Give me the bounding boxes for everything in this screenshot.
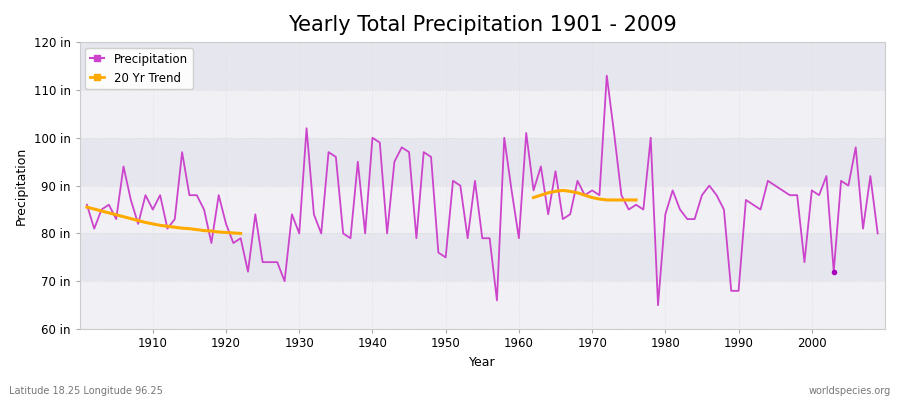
Precipitation (140, 193, 151, 198)
Precipitation (872, 231, 883, 236)
20 Yr Trend (155, 223, 166, 228)
Precipitation (652, 303, 663, 308)
Y-axis label: Precipitation: Precipitation (15, 146, 28, 225)
20 Yr Trend (162, 224, 173, 229)
Bar (79, 234, 885, 281)
20 Yr Trend (125, 216, 136, 221)
Line: 20 Yr Trend: 20 Yr Trend (87, 207, 240, 234)
20 Yr Trend (206, 229, 217, 234)
Title: Yearly Total Precipitation 1901 - 2009: Yearly Total Precipitation 1901 - 2009 (288, 15, 677, 35)
20 Yr Trend (235, 231, 246, 236)
20 Yr Trend (133, 218, 144, 223)
X-axis label: Year: Year (469, 356, 496, 369)
20 Yr Trend (148, 222, 158, 226)
20 Yr Trend (184, 226, 194, 231)
Precipitation (506, 188, 517, 193)
20 Yr Trend (169, 225, 180, 230)
Precipitation (345, 236, 356, 241)
Bar (79, 186, 885, 234)
Text: worldspecies.org: worldspecies.org (809, 386, 891, 396)
Bar (79, 90, 885, 138)
Bar (79, 42, 885, 90)
Precipitation (302, 126, 312, 131)
20 Yr Trend (118, 214, 129, 219)
Precipitation (608, 130, 619, 135)
Precipitation (601, 73, 612, 78)
20 Yr Trend (220, 230, 231, 235)
20 Yr Trend (104, 210, 114, 215)
20 Yr Trend (199, 228, 210, 233)
Bar (79, 281, 885, 329)
Precipitation (514, 236, 525, 241)
20 Yr Trend (82, 205, 93, 210)
Bar (79, 138, 885, 186)
20 Yr Trend (213, 230, 224, 234)
Text: Latitude 18.25 Longitude 96.25: Latitude 18.25 Longitude 96.25 (9, 386, 163, 396)
Precipitation (82, 202, 93, 207)
20 Yr Trend (176, 226, 187, 230)
20 Yr Trend (96, 208, 107, 213)
Line: Precipitation: Precipitation (87, 76, 878, 305)
Legend: Precipitation, 20 Yr Trend: Precipitation, 20 Yr Trend (86, 48, 193, 89)
20 Yr Trend (192, 227, 202, 232)
20 Yr Trend (140, 220, 151, 225)
20 Yr Trend (89, 207, 100, 212)
20 Yr Trend (228, 230, 238, 235)
20 Yr Trend (111, 212, 122, 217)
